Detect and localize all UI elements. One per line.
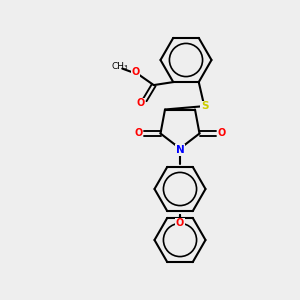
Text: O: O — [217, 128, 226, 139]
Text: O: O — [136, 98, 144, 108]
Text: CH₃: CH₃ — [112, 62, 128, 71]
Text: S: S — [201, 101, 208, 111]
Text: N: N — [176, 145, 184, 155]
Text: O: O — [131, 67, 139, 76]
Text: O: O — [134, 128, 143, 139]
Text: O: O — [176, 218, 184, 229]
